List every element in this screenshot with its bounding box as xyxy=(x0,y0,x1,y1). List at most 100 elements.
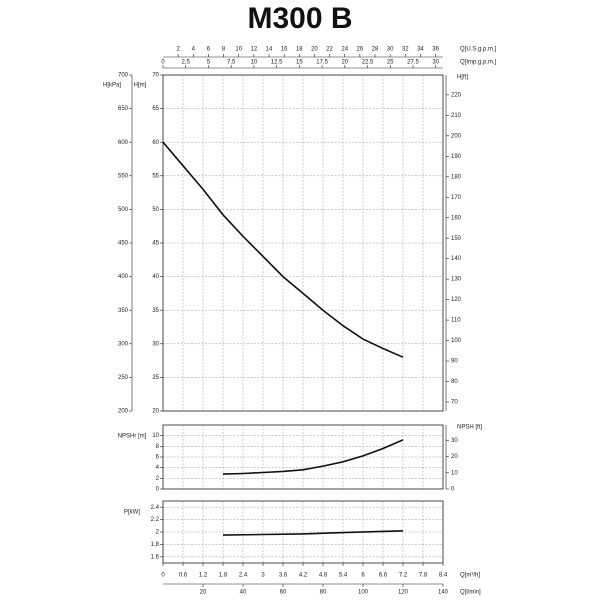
y2-tick-label: 170 xyxy=(451,195,462,201)
x-tick-label: 3.6 xyxy=(279,573,288,579)
lmin-tick-label: 140 xyxy=(438,590,449,596)
top-tick-label: 6 xyxy=(207,47,211,53)
y2-axis-label: H[ft] xyxy=(457,75,468,81)
y-tick-label: 1.8 xyxy=(151,542,160,548)
y-tick-label: 65 xyxy=(152,106,159,112)
x-tick-label: 0.6 xyxy=(179,573,188,579)
kpa-axis-label: H[kPa] xyxy=(103,83,121,89)
top-tick-label: 8 xyxy=(222,47,226,53)
top-axis-label: Q[Imp.g.p.m.] xyxy=(460,60,497,66)
y2-tick-label: 90 xyxy=(451,359,458,365)
top-tick-label: 14 xyxy=(266,47,273,53)
top-tick-label: 2 xyxy=(176,47,180,53)
x-tick-label: 6.6 xyxy=(379,573,388,579)
top-tick-label: 15 xyxy=(296,60,303,66)
y2-tick-label: 150 xyxy=(451,236,462,242)
y2-tick-label: 70 xyxy=(451,400,458,406)
kpa-tick-label: 650 xyxy=(118,106,129,112)
kpa-tick-label: 350 xyxy=(118,308,129,314)
top-tick-label: 10 xyxy=(251,60,258,66)
y2-tick-label: 30 xyxy=(451,438,458,444)
y-tick-label: 2 xyxy=(156,530,160,536)
y-tick-label: 55 xyxy=(152,173,159,179)
kpa-tick-label: 300 xyxy=(118,341,129,347)
y-tick-label: 70 xyxy=(152,73,159,79)
kpa-tick-label: 500 xyxy=(118,207,129,213)
top-tick-label: 27.5 xyxy=(407,60,419,66)
top-tick-label: 20 xyxy=(311,47,318,53)
y-axis-label: H[m] xyxy=(134,83,147,89)
y-tick-label: 35 xyxy=(152,308,159,314)
y-tick-label: 50 xyxy=(152,207,159,213)
y2-tick-label: 100 xyxy=(451,338,462,344)
lmin-tick-label: 60 xyxy=(280,590,287,596)
kpa-tick-label: 200 xyxy=(118,409,129,415)
y-tick-label: 0 xyxy=(156,487,160,493)
top-tick-label: 24 xyxy=(341,47,348,53)
lmin-tick-label: 20 xyxy=(200,590,207,596)
y2-tick-label: 130 xyxy=(451,277,462,283)
top-tick-label: 22.5 xyxy=(362,60,374,66)
lmin-tick-label: 80 xyxy=(320,590,327,596)
y-axis-label: P[kW] xyxy=(124,510,140,516)
y-tick-label: 10 xyxy=(152,433,159,439)
x-tick-label: 4.8 xyxy=(319,573,328,579)
y2-tick-label: 20 xyxy=(451,454,458,460)
top-tick-label: 30 xyxy=(432,60,439,66)
x-tick-label: 1.2 xyxy=(199,573,208,579)
top-tick-label: 22 xyxy=(326,47,333,53)
top-tick-label: 12 xyxy=(251,47,258,53)
y-tick-label: 2 xyxy=(156,476,160,482)
top-tick-label: 36 xyxy=(432,47,439,53)
top-tick-label: 7.5 xyxy=(227,60,236,66)
y-tick-label: 1.6 xyxy=(151,554,160,560)
curve xyxy=(222,439,404,475)
top-tick-label: 2.5 xyxy=(182,60,191,66)
kpa-tick-label: 700 xyxy=(118,73,129,79)
y-tick-label: 2.4 xyxy=(151,505,160,511)
y2-tick-label: 10 xyxy=(451,470,458,476)
lmin-tick-label: 100 xyxy=(358,590,369,596)
plot-frame xyxy=(162,424,444,490)
y2-tick-label: 180 xyxy=(451,174,462,180)
top-tick-label: 17.5 xyxy=(316,60,328,66)
kpa-tick-label: 250 xyxy=(118,375,129,381)
top-tick-label: 30 xyxy=(387,47,394,53)
plot-frame xyxy=(162,74,444,412)
curve xyxy=(222,530,404,536)
x-tick-label: 1.8 xyxy=(219,573,228,579)
y-tick-label: 6 xyxy=(156,455,160,461)
x-axis-label: Q[m³/h] xyxy=(460,573,480,579)
y2-tick-label: 200 xyxy=(451,133,462,139)
y2-tick-label: 160 xyxy=(451,215,462,221)
y-axis-label: NPSHr [m] xyxy=(118,434,147,440)
kpa-tick-label: 450 xyxy=(118,241,129,247)
top-axis-label: Q[U.S.g.p.m.] xyxy=(460,47,497,53)
top-tick-label: 25 xyxy=(387,60,394,66)
x-tick-label: 0 xyxy=(161,573,165,579)
y2-axis-label: NPSH [ft] xyxy=(457,425,482,431)
x-tick-label: 4.2 xyxy=(299,573,308,579)
lmin-tick-label: 120 xyxy=(398,590,409,596)
top-tick-label: 12.5 xyxy=(271,60,283,66)
y2-tick-label: 140 xyxy=(451,256,462,262)
y2-tick-label: 190 xyxy=(451,154,462,160)
lmin-tick-label: 40 xyxy=(240,590,247,596)
top-tick-label: 10 xyxy=(235,47,242,53)
y2-tick-label: 220 xyxy=(451,92,462,98)
y-tick-label: 8 xyxy=(156,444,160,450)
kpa-tick-label: 600 xyxy=(118,140,129,146)
top-tick-label: 0 xyxy=(161,60,165,66)
lmin-axis-label: Q[l/min] xyxy=(460,590,481,596)
top-tick-label: 26 xyxy=(357,47,364,53)
y-tick-label: 4 xyxy=(156,465,160,471)
x-tick-label: 5.4 xyxy=(339,573,348,579)
curve xyxy=(162,141,404,358)
x-tick-label: 8.4 xyxy=(439,573,448,579)
y2-tick-label: 80 xyxy=(451,379,458,385)
x-tick-label: 7.8 xyxy=(419,573,428,579)
x-tick-label: 6 xyxy=(361,573,365,579)
top-tick-label: 18 xyxy=(296,47,303,53)
y-tick-label: 45 xyxy=(152,241,159,247)
chart-title: M300 B xyxy=(247,2,352,35)
